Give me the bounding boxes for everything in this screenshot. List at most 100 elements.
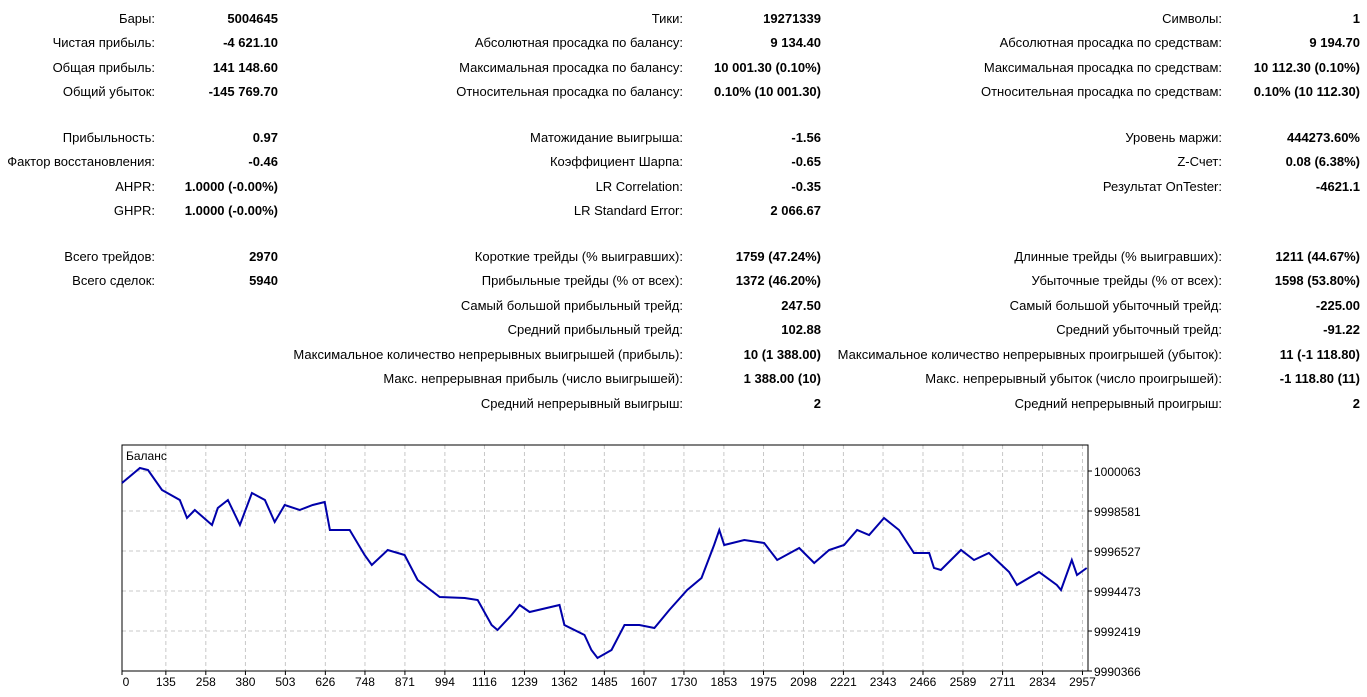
stat-label: Общий убыток:: [62, 84, 155, 99]
x-tick-label: 1116: [472, 675, 497, 689]
stat-value: 1598 (53.80%): [1274, 273, 1360, 288]
x-tick-label: 1975: [750, 675, 777, 689]
x-tick-label: 1485: [591, 675, 618, 689]
stat-label: Максимальная просадка по средствам:: [983, 60, 1222, 75]
stat-value: -4621.1: [1315, 179, 1360, 194]
y-tick-label: 9990366: [1094, 665, 1141, 679]
stat-label: Всего сделок:: [72, 273, 155, 288]
x-tick-label: 2711: [990, 675, 1016, 689]
stat-label: Общая прибыль:: [52, 60, 155, 75]
y-tick-label: 9992419: [1094, 625, 1141, 639]
stat-label: LR Correlation:: [595, 179, 683, 194]
stat-label: LR Standard Error:: [573, 203, 683, 218]
stat-label: Всего трейдов:: [64, 249, 155, 264]
x-tick-label: 1362: [551, 675, 578, 689]
stat-value: 0.10% (10 112.30): [1253, 84, 1360, 99]
stat-value: 2: [813, 396, 821, 411]
stat-label: Средний прибыльный трейд:: [507, 322, 683, 337]
x-tick-label: 994: [435, 675, 455, 689]
chart-title: Баланс: [126, 449, 167, 463]
y-tick-label: 9998581: [1094, 505, 1141, 519]
stat-value: 247.50: [781, 298, 821, 313]
stat-label: Относительная просадка по средствам:: [980, 84, 1222, 99]
stat-value: -0.65: [791, 154, 821, 169]
stat-value: 444273.60%: [1286, 130, 1360, 145]
stat-value: 2 066.67: [770, 203, 821, 218]
stat-label: GHPR:: [113, 203, 155, 218]
y-tick-label: 9994473: [1094, 585, 1141, 599]
stat-value: 1.0000 (-0.00%): [184, 179, 278, 194]
plot-frame: [121, 444, 1089, 672]
stat-value: 10 001.30 (0.10%): [714, 60, 821, 75]
stat-value: 102.88: [781, 322, 821, 337]
stat-label: Абсолютная просадка по балансу:: [474, 35, 683, 50]
x-tick-label: 2957: [1069, 675, 1096, 689]
stat-value: -1.56: [791, 130, 821, 145]
stat-label: Матожидание выигрыша:: [530, 130, 683, 145]
x-tick-label: 626: [315, 675, 335, 689]
stat-value: -0.46: [248, 154, 278, 169]
stat-label: Тики:: [651, 11, 683, 26]
stat-label: Z-Счет:: [1177, 154, 1222, 169]
stat-label: Абсолютная просадка по средствам:: [999, 35, 1222, 50]
stat-value: 0.08 (6.38%): [1285, 154, 1360, 169]
stat-label: Средний убыточный трейд:: [1056, 322, 1222, 337]
stat-value: 11 (-1 118.80): [1279, 347, 1360, 362]
x-tick-label: 1607: [631, 675, 658, 689]
x-tick-label: 2343: [870, 675, 897, 689]
x-tick-label: 2589: [950, 675, 977, 689]
stat-value: 9 134.40: [770, 35, 821, 50]
stat-value: 1: [1352, 11, 1360, 26]
stat-value: 5940: [249, 273, 278, 288]
x-tick-label: 748: [355, 675, 375, 689]
stat-value: 1759 (47.24%): [735, 249, 821, 264]
stat-label: Чистая прибыль:: [52, 35, 155, 50]
stat-label: Короткие трейды (% выигравших):: [474, 249, 683, 264]
balance-line: [121, 466, 1088, 660]
x-tick-label: 2221: [830, 675, 857, 689]
stat-label: Максимальная просадка по балансу:: [459, 60, 683, 75]
stat-value: 0.97: [252, 130, 278, 145]
stat-value: -0.35: [791, 179, 821, 194]
stat-label: Самый большой прибыльный трейд:: [460, 298, 683, 313]
stat-value: 9 194.70: [1309, 35, 1360, 50]
x-tick-label: 2834: [1029, 675, 1056, 689]
stat-label: Средний непрерывный проигрыш:: [1014, 396, 1222, 411]
x-tick-label: 503: [275, 675, 295, 689]
x-tick-label: 0: [123, 675, 130, 689]
stat-value: 5004645: [227, 11, 278, 26]
stat-label: Макс. непрерывная прибыль (число выигрыш…: [383, 371, 683, 386]
stat-label: Прибыльные трейды (% от всех):: [481, 273, 683, 288]
stat-label: Длинные трейды (% выигравших):: [1014, 249, 1222, 264]
stat-label: Коэффициент Шарпа:: [549, 154, 683, 169]
stat-value: -91.22: [1323, 322, 1360, 337]
x-tick-label: 135: [156, 675, 176, 689]
stat-label: Самый большой убыточный трейд:: [1009, 298, 1222, 313]
stat-value: -4 621.10: [223, 35, 278, 50]
stat-label: Символы:: [1162, 11, 1222, 26]
stat-value: 19271339: [763, 11, 821, 26]
y-tick-label: 1000063: [1094, 465, 1141, 479]
x-tick-label: 871: [395, 675, 415, 689]
stat-label: Прибыльность:: [62, 130, 155, 145]
stat-value: 0.10% (10 001.30): [714, 84, 821, 99]
x-tick-label: 2098: [790, 675, 817, 689]
stat-value: -1 118.80 (11): [1279, 371, 1360, 386]
stat-label: AHPR:: [115, 179, 155, 194]
stat-value: 10 112.30 (0.10%): [1253, 60, 1360, 75]
stat-label: Результат OnTester:: [1102, 179, 1222, 194]
stat-label: Фактор восстановления:: [7, 154, 155, 169]
stat-label: Бары:: [119, 11, 155, 26]
x-tick-label: 1853: [711, 675, 738, 689]
x-tick-label: 1239: [511, 675, 538, 689]
stat-label: Убыточные трейды (% от всех):: [1031, 273, 1222, 288]
stat-value: 1.0000 (-0.00%): [184, 203, 278, 218]
stat-value: 1 388.00 (10): [743, 371, 821, 386]
x-tick-label: 2466: [910, 675, 937, 689]
x-tick-label: 1730: [671, 675, 698, 689]
stat-label: Максимальное количество непрерывных прои…: [837, 347, 1222, 362]
stat-value: 10 (1 388.00): [743, 347, 821, 362]
x-tick-label: 380: [235, 675, 255, 689]
y-tick-label: 9996527: [1094, 545, 1141, 559]
